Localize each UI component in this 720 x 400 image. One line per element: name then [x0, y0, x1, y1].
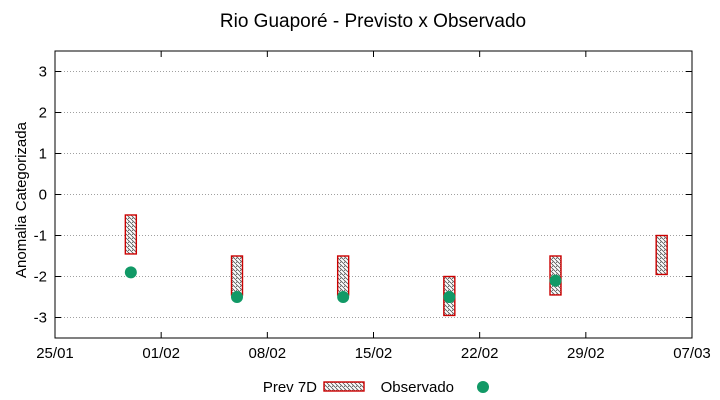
y-axis-label: Anomalia Categorizada [13, 121, 30, 278]
legend-swatch-observed [477, 381, 489, 393]
legend-label-observed: Observado [381, 379, 454, 396]
observed-point [337, 291, 350, 303]
observed-series [124, 266, 562, 303]
y-tick-label: -1 [34, 228, 47, 245]
forecast-range-bar [336, 255, 350, 296]
y-tick-label: 2 [39, 105, 47, 122]
legend-label-forecast: Prev 7D [263, 379, 317, 396]
observed-point [443, 291, 456, 303]
y-tick-label: 1 [39, 146, 47, 163]
x-tick-label: 22/02 [461, 345, 499, 362]
y-axis-ticks: 3 2 1 0 -1 -2 -3 [34, 64, 692, 327]
y-tick-label: 3 [39, 64, 47, 81]
y-tick-label: -3 [34, 310, 47, 327]
x-axis-ticks: 25/01 01/02 08/02 15/02 22/02 29/02 07/03 [36, 51, 711, 362]
x-tick-label: 07/03 [673, 345, 711, 362]
legend: Prev 7D Observado [263, 379, 489, 396]
forecast-range-bar [655, 234, 668, 276]
y-tick-label: -2 [34, 269, 47, 286]
chart-title: Rio Guaporé - Previsto x Observado [220, 11, 526, 32]
observed-point [124, 266, 137, 279]
x-tick-label: 08/02 [249, 345, 287, 362]
x-tick-label: 01/02 [142, 345, 180, 362]
y-tick-label: 0 [39, 187, 47, 204]
forecast-series [124, 214, 668, 317]
forecast-range-bar [124, 214, 138, 255]
plot-frame [54, 50, 693, 339]
grid [55, 71, 692, 318]
legend-swatch-forecast [323, 381, 365, 392]
x-tick-label: 25/01 [36, 345, 74, 362]
x-tick-label: 15/02 [355, 345, 393, 362]
forecast-range-bar [230, 255, 244, 296]
observed-point [549, 274, 562, 287]
x-tick-label: 29/02 [567, 345, 605, 362]
observed-point [231, 291, 243, 303]
